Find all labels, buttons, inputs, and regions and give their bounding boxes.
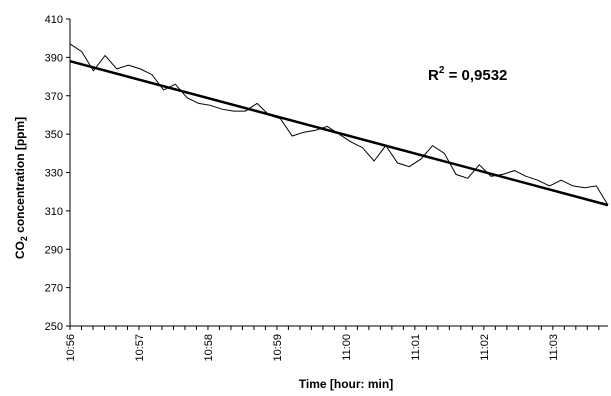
x-tick-label: 10:58	[203, 334, 215, 362]
y-ticks: 250 270 290 310 330 350 370 390 410	[45, 14, 70, 333]
r-squared-letter: R	[428, 67, 439, 84]
x-tick-label: 11:02	[479, 334, 491, 361]
co2-series-line	[69, 43, 609, 206]
x-tick-label: 10:59	[272, 334, 284, 362]
trendline	[69, 60, 609, 207]
x-tick-label: 11:00	[341, 334, 353, 361]
y-tick-label: 390	[45, 52, 63, 64]
y-axis-title-rest: concentration [ppm]	[13, 117, 27, 236]
y-tick-label: 350	[45, 129, 63, 141]
r-squared-exponent: 2	[439, 65, 445, 76]
y-tick-label: 290	[45, 244, 63, 256]
y-tick-label: 410	[45, 14, 63, 26]
y-tick-label: 330	[45, 168, 63, 180]
y-axis-title: CO2 concentration [ppm]	[13, 117, 29, 259]
x-tick-label: 10:56	[65, 334, 77, 362]
y-tick-label: 370	[45, 91, 63, 103]
x-tick-label: 11:03	[548, 334, 560, 361]
x-axis-title: Time [hour: min]	[299, 377, 393, 391]
y-tick-label: 310	[45, 206, 63, 218]
y-axis-title-subscript: 2	[19, 236, 29, 241]
r-squared-annotation: R2 = 0,9532	[428, 65, 507, 84]
x-tick-label: 11:01	[410, 334, 422, 361]
y-tick-label: 250	[45, 321, 63, 333]
r-squared-value: = 0,9532	[444, 67, 507, 84]
x-ticks: 10:56 10:57 10:58 10:59 11:00 11:01 11:02 11:03	[65, 326, 600, 362]
y-tick-label: 270	[45, 283, 63, 295]
x-tick-label: 10:57	[134, 334, 146, 362]
y-axis-title-co: CO	[13, 241, 27, 259]
